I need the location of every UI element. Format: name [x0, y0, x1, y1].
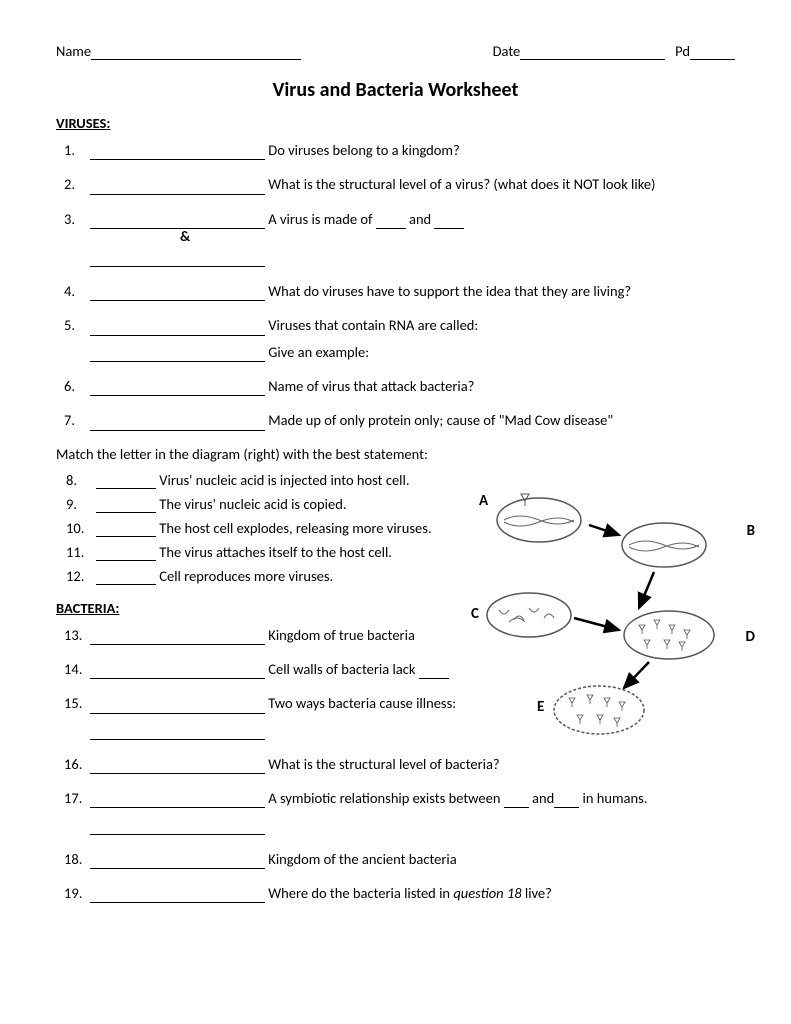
question-9[interactable]: 9. The virus' nucleic acid is copied.: [96, 495, 456, 513]
name-label: Name: [56, 42, 91, 60]
diagram-label-b: B: [747, 522, 755, 540]
q9-text: The virus' nucleic acid is copied.: [159, 495, 346, 513]
q1-text: Do viruses belong to a kingdom?: [268, 141, 459, 159]
q7-text: Made up of only protein only; cause of "…: [268, 411, 613, 429]
q19b-text: question 18: [453, 884, 521, 902]
worksheet-title: Virus and Bacteria Worksheet: [56, 78, 735, 102]
q6-text: Name of virus that attack bacteria?: [268, 377, 474, 395]
q15-text: Two ways bacteria cause illness:: [268, 694, 456, 712]
q17a-text: A symbiotic relationship exists between: [268, 789, 503, 807]
q13-text: Kingdom of true bacteria: [268, 626, 415, 644]
q14-text: Cell walls of bacteria lack: [268, 660, 418, 678]
diagram-label-c: C: [471, 605, 479, 623]
pd-label: Pd: [675, 42, 690, 60]
question-2[interactable]: 2. What is the structural level of a vir…: [90, 174, 735, 194]
header-row: Name Date Pd: [56, 42, 735, 60]
q3b-text: and: [406, 210, 435, 228]
lytic-cycle-diagram: A B C D E: [469, 490, 749, 750]
diagram-label-a: A: [479, 492, 488, 510]
question-6[interactable]: 6. Name of virus that attack bacteria?: [90, 376, 735, 396]
question-8[interactable]: 8. Virus' nucleic acid is injected into …: [96, 471, 456, 489]
question-11[interactable]: 11. The virus attaches itself to the hos…: [96, 543, 456, 561]
q18-text: Kingdom of the ancient bacteria: [268, 850, 456, 868]
question-4[interactable]: 4. What do viruses have to support the i…: [90, 281, 735, 301]
question-3[interactable]: 3. A virus is made of and: [90, 209, 735, 229]
question-18[interactable]: 18. Kingdom of the ancient bacteria: [90, 849, 735, 869]
q5b-text: Give an example:: [268, 343, 369, 361]
section-viruses: VIRUSES:: [56, 114, 735, 132]
ampersand: &: [180, 227, 735, 245]
viruses-questions: 1. Do viruses belong to a kingdom? 2. Wh…: [56, 140, 735, 431]
q16-text: What is the structural level of bacteria…: [268, 755, 499, 773]
question-16[interactable]: 16. What is the structural level of bact…: [90, 754, 735, 774]
match-questions: 8. Virus' nucleic acid is injected into …: [56, 471, 456, 585]
question-3-sub[interactable]: [90, 247, 735, 267]
question-5[interactable]: 5. Viruses that contain RNA are called:: [90, 315, 735, 335]
date-label: Date: [493, 42, 521, 60]
q5a-text: Viruses that contain RNA are called:: [268, 316, 478, 334]
q17c-text: in humans.: [579, 789, 647, 807]
date-field[interactable]: Date: [493, 42, 669, 60]
q3a-text: A virus is made of: [268, 210, 375, 228]
q19a-text: Where do the bacteria listed in: [268, 884, 453, 902]
q4-text: What do viruses have to support the idea…: [268, 282, 631, 300]
pd-field[interactable]: Pd: [675, 42, 735, 60]
q19c-text: live?: [522, 884, 552, 902]
name-field[interactable]: Name: [56, 42, 301, 60]
q12-text: Cell reproduces more viruses.: [159, 567, 333, 585]
question-12[interactable]: 12. Cell reproduces more viruses.: [96, 567, 456, 585]
match-instructions: Match the letter in the diagram (right) …: [56, 445, 456, 463]
q11-text: The virus attaches itself to the host ce…: [159, 543, 392, 561]
question-1[interactable]: 1. Do viruses belong to a kingdom?: [90, 140, 735, 160]
diagram-label-d: D: [746, 628, 755, 646]
q10-text: The host cell explodes, releasing more v…: [159, 519, 431, 537]
diagram-label-e: E: [537, 698, 544, 716]
question-17-sub[interactable]: [90, 814, 735, 834]
question-19[interactable]: 19. Where do the bacteria listed in ques…: [90, 883, 735, 903]
worksheet-page: Name Date Pd Virus and Bacteria Workshee…: [0, 0, 791, 1024]
date-pd-group: Date Pd: [493, 42, 735, 60]
q8-text: Virus' nucleic acid is injected into hos…: [159, 471, 409, 489]
question-17[interactable]: 17. A symbiotic relationship exists betw…: [90, 788, 735, 808]
question-10[interactable]: 10. The host cell explodes, releasing mo…: [96, 519, 456, 537]
question-7[interactable]: 7. Made up of only protein only; cause o…: [90, 410, 735, 430]
q17b-text: and: [529, 789, 554, 807]
question-5-sub[interactable]: Give an example:: [90, 342, 735, 362]
diagram-svg: [469, 490, 749, 750]
q2-text: What is the structural level of a virus?…: [268, 175, 655, 193]
